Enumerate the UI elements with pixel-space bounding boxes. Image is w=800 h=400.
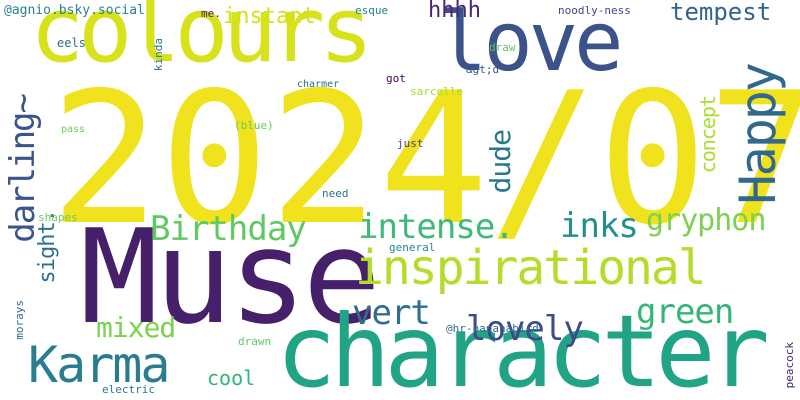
word-16: vert (352, 293, 431, 333)
word-27: me. (201, 7, 221, 20)
word-15: lovely (466, 309, 584, 349)
word-45: electric (102, 383, 155, 396)
word-46: peacock (783, 342, 796, 389)
word-8: Karma (28, 336, 171, 394)
word-26: @hr-bananabird (446, 322, 539, 335)
word-25: @agnio.bsky.social (4, 3, 145, 18)
word-36: sarcelle (410, 85, 463, 98)
word-42: general (389, 241, 436, 254)
word-39: just (397, 137, 424, 150)
word-40: need (322, 187, 349, 200)
word-31: kinda (152, 38, 165, 72)
word-12: gryphon (646, 203, 766, 238)
word-19: tempest (670, 0, 772, 26)
word-37: (blue) (234, 119, 274, 132)
word-7: Happy (729, 64, 787, 205)
word-1: 2024/07 (50, 53, 800, 265)
word-44: drawn (238, 335, 272, 348)
word-14: green (636, 292, 734, 332)
word-23: hhhh (428, 0, 481, 23)
word-33: &gt;d (466, 63, 500, 76)
word-17: mixed (96, 311, 176, 344)
word-5: love (438, 0, 623, 90)
word-43: morays (13, 300, 26, 340)
word-35: charmer (297, 79, 340, 90)
word-4: colours (30, 0, 373, 83)
word-30: eels (57, 36, 86, 50)
word-38: pass (61, 124, 86, 135)
word-29: noodly-ness (558, 4, 631, 17)
word-3: character (276, 293, 770, 400)
word-28: esque (355, 4, 389, 17)
word-24: cool (207, 366, 256, 390)
word-34: got (386, 72, 406, 85)
word-20: dude (484, 130, 517, 194)
word-18: instant (223, 4, 316, 29)
word-22: concept (696, 96, 720, 174)
word-11: inks (560, 206, 639, 246)
word-10: intense. (358, 207, 515, 247)
word-9: Birthday (150, 209, 307, 249)
word-6: inspirational (355, 240, 707, 296)
word-2: Muse (80, 201, 381, 353)
word-32: draw (489, 41, 516, 54)
word-41: shapes (38, 211, 78, 224)
